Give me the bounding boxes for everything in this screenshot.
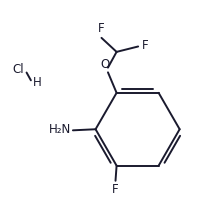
Text: Cl: Cl [13,63,24,76]
Text: F: F [112,183,119,196]
Text: F: F [142,39,148,52]
Text: O: O [100,58,110,71]
Text: H₂N: H₂N [49,123,71,136]
Text: H: H [33,76,42,89]
Text: F: F [98,22,105,35]
